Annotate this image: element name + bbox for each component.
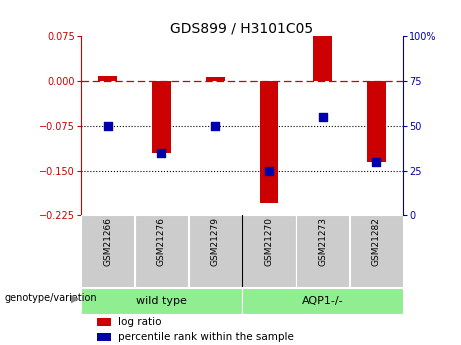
Bar <box>189 215 242 287</box>
Text: AQP1-/-: AQP1-/- <box>302 296 343 306</box>
Point <box>373 159 380 164</box>
Text: ▶: ▶ <box>71 294 80 303</box>
Text: wild type: wild type <box>136 296 187 306</box>
Bar <box>242 215 296 287</box>
Text: GSM21273: GSM21273 <box>318 217 327 266</box>
Bar <box>81 215 134 287</box>
Text: GSM21282: GSM21282 <box>372 217 381 266</box>
Text: percentile rank within the sample: percentile rank within the sample <box>118 332 294 342</box>
Bar <box>350 215 403 287</box>
Bar <box>97 333 112 341</box>
Bar <box>206 77 225 81</box>
Bar <box>260 81 278 204</box>
Bar <box>313 36 332 81</box>
Bar <box>98 76 117 81</box>
Bar <box>296 215 349 287</box>
Point <box>158 150 165 155</box>
Point <box>104 123 111 129</box>
Text: GSM21276: GSM21276 <box>157 217 166 266</box>
Text: GSM21279: GSM21279 <box>211 217 219 266</box>
Bar <box>97 318 112 326</box>
Bar <box>367 81 386 161</box>
Bar <box>242 288 403 314</box>
Bar <box>81 288 242 314</box>
Point <box>212 123 219 129</box>
Text: log ratio: log ratio <box>118 317 161 327</box>
Bar <box>152 81 171 152</box>
Text: GSM21266: GSM21266 <box>103 217 112 266</box>
Title: GDS899 / H3101C05: GDS899 / H3101C05 <box>171 21 313 35</box>
Point <box>319 114 326 120</box>
Text: GSM21270: GSM21270 <box>265 217 273 266</box>
Text: genotype/variation: genotype/variation <box>5 294 97 303</box>
Point <box>265 168 272 173</box>
Bar <box>135 215 188 287</box>
